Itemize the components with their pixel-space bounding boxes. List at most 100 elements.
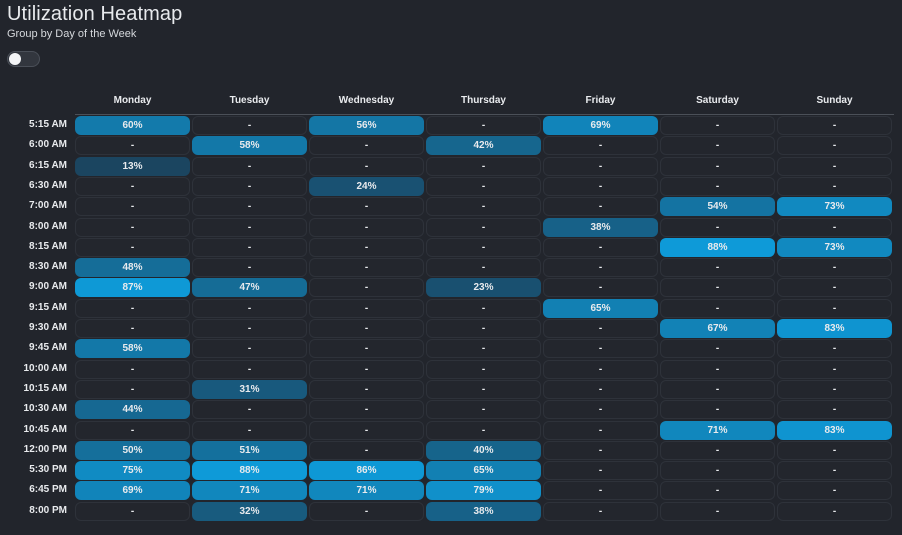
heatmap-cell[interactable]: 23% [426,278,541,298]
heatmap-cell[interactable]: - [777,339,892,359]
heatmap-cell[interactable]: 32% [192,501,307,521]
heatmap-cell[interactable]: - [777,156,892,176]
heatmap-cell[interactable]: - [543,379,658,399]
heatmap-cell[interactable]: 73% [777,197,892,217]
heatmap-cell[interactable]: - [777,501,892,521]
heatmap-cell[interactable]: 73% [777,237,892,257]
heatmap-cell[interactable]: - [660,339,775,359]
heatmap-cell[interactable]: - [426,197,541,217]
heatmap-cell[interactable]: - [777,278,892,298]
heatmap-cell[interactable]: - [660,258,775,278]
heatmap-cell[interactable]: - [777,298,892,318]
heatmap-cell[interactable]: - [192,258,307,278]
heatmap-cell[interactable]: - [426,420,541,440]
heatmap-cell[interactable]: 50% [75,440,190,460]
heatmap-cell[interactable]: 58% [75,339,190,359]
heatmap-cell[interactable]: - [777,116,892,135]
heatmap-cell[interactable]: - [660,217,775,237]
heatmap-cell[interactable]: - [660,461,775,481]
heatmap-cell[interactable]: - [426,359,541,379]
heatmap-cell[interactable]: - [777,359,892,379]
heatmap-cell[interactable]: - [543,359,658,379]
heatmap-cell[interactable]: - [426,217,541,237]
group-by-toggle[interactable] [7,51,40,67]
heatmap-cell[interactable]: - [777,136,892,156]
heatmap-cell[interactable]: - [543,258,658,278]
heatmap-cell[interactable]: - [426,258,541,278]
heatmap-cell[interactable]: - [660,136,775,156]
heatmap-cell[interactable]: 88% [660,237,775,257]
heatmap-cell[interactable]: - [309,359,424,379]
heatmap-cell[interactable]: - [777,461,892,481]
heatmap-cell[interactable]: 75% [75,461,190,481]
heatmap-cell[interactable]: 31% [192,379,307,399]
heatmap-cell[interactable]: - [543,176,658,196]
heatmap-cell[interactable]: - [75,501,190,521]
heatmap-cell[interactable]: - [192,217,307,237]
heatmap-cell[interactable]: - [426,237,541,257]
heatmap-cell[interactable]: - [309,379,424,399]
heatmap-cell[interactable]: 38% [426,501,541,521]
heatmap-cell[interactable]: - [660,278,775,298]
heatmap-cell[interactable]: - [777,217,892,237]
heatmap-cell[interactable]: - [192,197,307,217]
heatmap-cell[interactable]: 65% [426,461,541,481]
heatmap-cell[interactable]: - [543,481,658,501]
heatmap-cell[interactable]: 40% [426,440,541,460]
heatmap-cell[interactable]: - [660,440,775,460]
heatmap-cell[interactable]: - [309,298,424,318]
heatmap-cell[interactable]: - [660,359,775,379]
heatmap-cell[interactable]: - [426,319,541,338]
heatmap-cell[interactable]: - [309,400,424,420]
heatmap-cell[interactable]: - [426,176,541,196]
heatmap-cell[interactable]: - [192,319,307,338]
heatmap-cell[interactable]: - [543,136,658,156]
heatmap-cell[interactable]: 47% [192,278,307,298]
heatmap-cell[interactable]: 58% [192,136,307,156]
heatmap-cell[interactable]: - [192,420,307,440]
heatmap-cell[interactable]: - [192,339,307,359]
heatmap-cell[interactable]: - [660,400,775,420]
heatmap-cell[interactable]: 67% [660,319,775,338]
heatmap-cell[interactable]: 86% [309,461,424,481]
heatmap-cell[interactable]: - [75,176,190,196]
heatmap-cell[interactable]: - [426,379,541,399]
heatmap-cell[interactable]: - [543,237,658,257]
heatmap-cell[interactable]: 24% [309,176,424,196]
heatmap-cell[interactable]: - [777,481,892,501]
heatmap-cell[interactable]: - [192,359,307,379]
heatmap-cell[interactable]: - [660,379,775,399]
heatmap-cell[interactable]: - [660,176,775,196]
heatmap-cell[interactable]: - [309,278,424,298]
heatmap-cell[interactable]: 13% [75,156,190,176]
heatmap-cell[interactable]: - [660,481,775,501]
heatmap-cell[interactable]: - [543,156,658,176]
heatmap-cell[interactable]: - [192,156,307,176]
heatmap-cell[interactable]: - [777,258,892,278]
heatmap-cell[interactable]: - [75,298,190,318]
heatmap-cell[interactable]: 79% [426,481,541,501]
heatmap-cell[interactable]: - [309,501,424,521]
heatmap-cell[interactable]: - [660,501,775,521]
heatmap-cell[interactable]: - [543,440,658,460]
heatmap-cell[interactable]: - [192,298,307,318]
heatmap-cell[interactable]: 65% [543,298,658,318]
heatmap-cell[interactable]: - [543,400,658,420]
heatmap-cell[interactable]: - [309,237,424,257]
heatmap-cell[interactable]: 69% [543,116,658,135]
heatmap-cell[interactable]: 38% [543,217,658,237]
heatmap-cell[interactable]: 51% [192,440,307,460]
heatmap-cell[interactable]: - [777,176,892,196]
heatmap-cell[interactable]: - [192,176,307,196]
heatmap-cell[interactable]: - [309,156,424,176]
heatmap-cell[interactable]: 54% [660,197,775,217]
heatmap-cell[interactable]: - [75,136,190,156]
heatmap-cell[interactable]: - [660,116,775,135]
heatmap-cell[interactable]: - [309,319,424,338]
heatmap-cell[interactable]: - [426,116,541,135]
heatmap-cell[interactable]: - [192,116,307,135]
heatmap-cell[interactable]: - [777,379,892,399]
heatmap-cell[interactable]: - [543,420,658,440]
heatmap-cell[interactable]: 83% [777,319,892,338]
heatmap-cell[interactable]: - [660,156,775,176]
